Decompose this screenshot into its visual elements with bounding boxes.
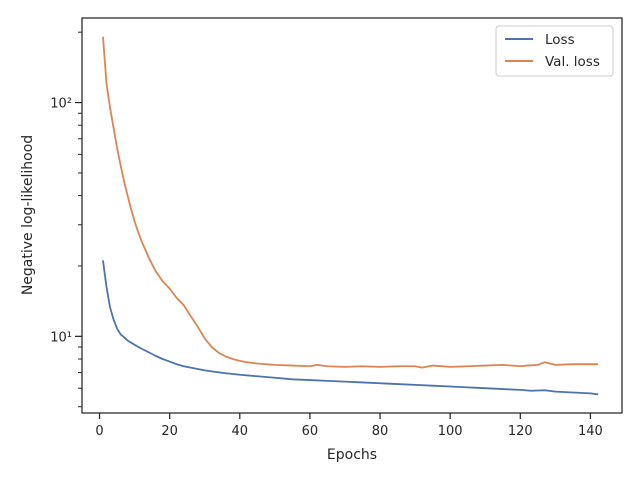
x-tick-label: 60 xyxy=(302,424,319,439)
axes: 0 20 40 60 80 100 120 140 10¹ 10² xyxy=(50,17,623,439)
x-tick-label: 140 xyxy=(578,424,603,439)
series-line-loss xyxy=(102,260,599,396)
x-tick-label: 120 xyxy=(508,424,533,439)
x-tick-label: 100 xyxy=(438,424,463,439)
x-tick-label: 40 xyxy=(232,424,249,439)
x-tick-label: 0 xyxy=(95,424,103,439)
y-axis-title: Negative log-likelihood xyxy=(20,135,36,295)
x-tick-label: 20 xyxy=(161,424,178,439)
legend: Loss Val. loss xyxy=(495,25,614,77)
y-tick-label: 10¹ xyxy=(50,330,72,345)
x-axis-title: Epochs xyxy=(327,447,377,463)
y-axis: 10¹ 10² xyxy=(50,31,82,408)
series-line-val-loss xyxy=(102,36,599,369)
y-tick-label: 10² xyxy=(50,97,72,112)
legend-label-loss: Loss xyxy=(545,32,575,48)
x-axis: 0 20 40 60 80 100 120 140 xyxy=(95,413,603,439)
plot-frame xyxy=(81,17,623,414)
legend-label-val-loss: Val. loss xyxy=(545,54,600,70)
x-tick-label: 80 xyxy=(372,424,389,439)
plot-lines xyxy=(102,36,599,396)
